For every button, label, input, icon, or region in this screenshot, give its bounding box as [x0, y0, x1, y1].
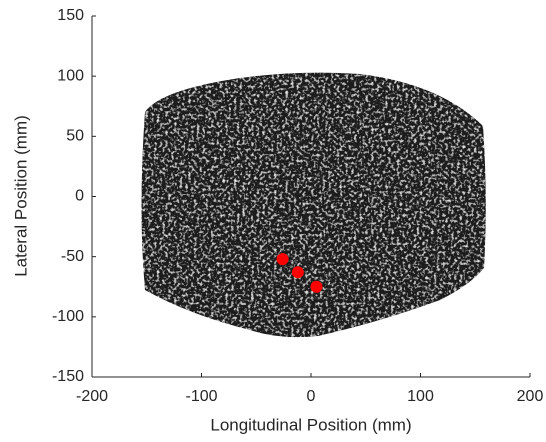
- y-tick-label: -150: [52, 368, 84, 385]
- x-tick-label: -200: [76, 388, 108, 405]
- y-tick-label: 100: [57, 67, 84, 84]
- x-tick-label: 200: [517, 388, 544, 405]
- y-tick-label: 50: [66, 128, 84, 145]
- y-tick-label: 0: [75, 188, 84, 205]
- x-tick-label: 100: [407, 388, 434, 405]
- x-axis-label: Longitudinal Position (mm): [210, 415, 411, 434]
- y-tick-label: -100: [52, 308, 84, 325]
- point: [291, 266, 304, 279]
- point: [276, 253, 289, 266]
- y-tick-label: -50: [61, 248, 84, 265]
- x-tick-label: -100: [185, 388, 217, 405]
- y-axis-label: Lateral Position (mm): [11, 115, 30, 277]
- texture-image: [141, 72, 486, 338]
- y-tick-label: 150: [57, 7, 84, 24]
- x-tick-label: 0: [307, 388, 316, 405]
- point: [310, 280, 323, 293]
